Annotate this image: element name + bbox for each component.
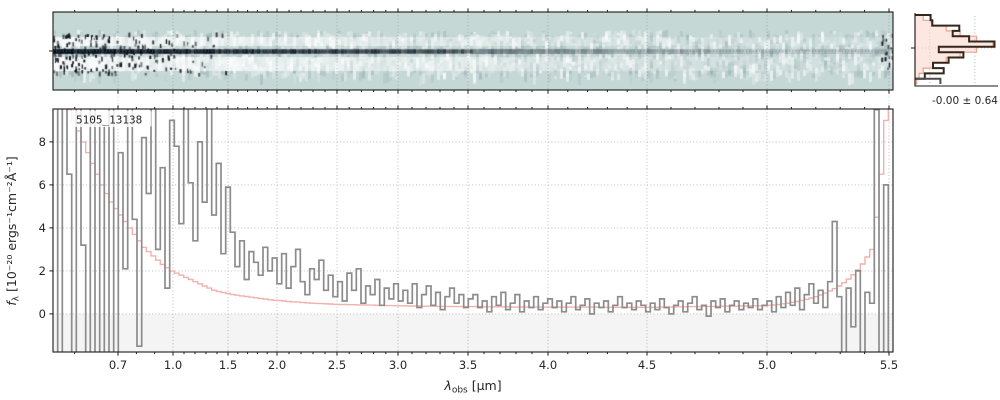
y-tick-label: 2 xyxy=(39,264,46,278)
x-tick-label: 1.5 xyxy=(219,358,237,372)
x-gridlines xyxy=(117,12,890,352)
spec1d-lines xyxy=(56,109,890,352)
hist-spines xyxy=(914,13,998,87)
object-id-box xyxy=(70,110,152,127)
y-tick-label: 6 xyxy=(39,178,46,192)
x-axis-label: λobs [μm] xyxy=(443,378,501,396)
x-tick-label: 5.5 xyxy=(880,358,898,372)
x-axis-label-symbol: λ xyxy=(443,378,451,393)
x-tick-label: 0.7 xyxy=(109,358,127,372)
y-axis-label-units: [10⁻²⁰ ergs⁻¹cm⁻²Å⁻¹] xyxy=(4,156,19,296)
object-id-label: 5105_13138 xyxy=(76,114,142,127)
axis-ticks xyxy=(49,8,915,356)
x-tick-label: 4.5 xyxy=(638,358,656,372)
y-axis-label: fλ [10⁻²⁰ ergs⁻¹cm⁻²Å⁻¹] xyxy=(4,156,22,305)
x-tick-label: 3.0 xyxy=(389,358,407,372)
x-axis-label-subscript: obs xyxy=(452,386,468,396)
flux-step-line xyxy=(56,109,890,352)
y-axis-label-symbol: f xyxy=(4,300,19,306)
x-tick-label: 2.5 xyxy=(328,358,346,372)
y-gridlines xyxy=(53,141,893,315)
x-tick-label: 2.0 xyxy=(268,358,286,372)
y-tick-label: 0 xyxy=(39,307,46,321)
x-tick-label: 5.0 xyxy=(758,358,776,372)
x-tick-label: 3.5 xyxy=(459,358,477,372)
y-tick-labels: 0 2 4 6 8 xyxy=(39,135,46,321)
residual-histogram xyxy=(914,13,998,87)
generated-plot-layers: 0.7 1.0 1.5 2.0 2.5 3.0 3.5 4.0 4.5 5.0 5.5 0 2 4 6 8 xyxy=(39,8,998,372)
hist-tail-line xyxy=(915,77,942,84)
x-axis-label-units: [μm] xyxy=(468,378,502,393)
y-tick-label: 4 xyxy=(39,221,46,235)
y-tick-label: 8 xyxy=(39,135,46,149)
below-zero-shade xyxy=(53,313,893,352)
y-axis-label-subscript: λ xyxy=(12,295,22,301)
hist-stats-label: -0.00 ± 0.64 xyxy=(932,95,998,107)
x-tick-labels: 0.7 1.0 1.5 2.0 2.5 3.0 3.5 4.0 4.5 5.0 5.5 xyxy=(109,358,898,372)
object-id-annotation: 5105_13138 xyxy=(70,110,152,127)
hist-step-line xyxy=(915,14,996,80)
x-tick-label: 1.0 xyxy=(164,358,182,372)
x-tick-label: 4.0 xyxy=(539,358,557,372)
